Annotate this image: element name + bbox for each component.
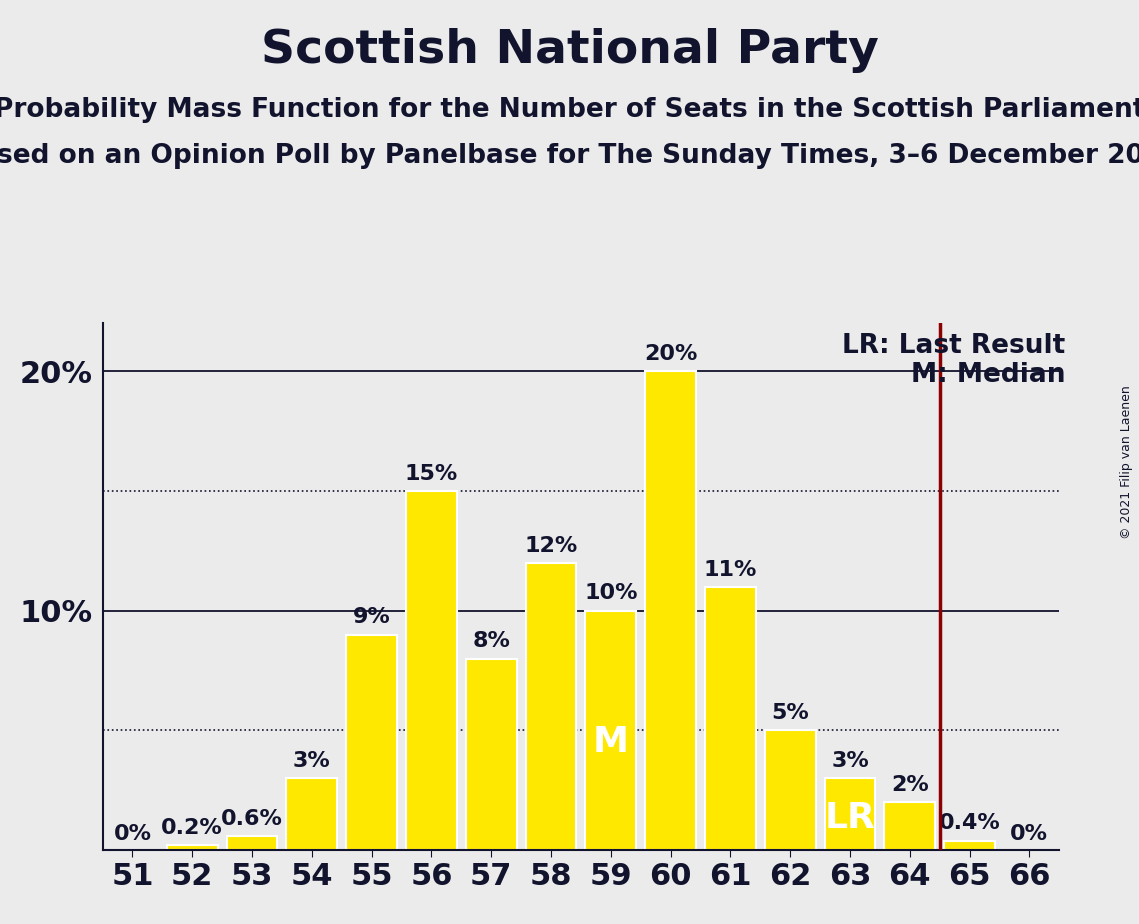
Text: 0%: 0% <box>1010 824 1048 845</box>
Text: Based on an Opinion Poll by Panelbase for The Sunday Times, 3–6 December 2019: Based on an Opinion Poll by Panelbase fo… <box>0 143 1139 169</box>
Text: 0%: 0% <box>114 824 151 845</box>
Text: 0.2%: 0.2% <box>162 818 223 838</box>
Text: 3%: 3% <box>831 751 869 771</box>
Bar <box>525 563 576 850</box>
Text: © 2021 Filip van Laenen: © 2021 Filip van Laenen <box>1121 385 1133 539</box>
Text: 2%: 2% <box>891 775 928 795</box>
Bar <box>466 659 517 850</box>
Bar <box>227 835 278 850</box>
Text: 10%: 10% <box>584 583 638 603</box>
Bar <box>764 730 816 850</box>
Bar <box>825 778 876 850</box>
Text: 5%: 5% <box>771 703 809 723</box>
Bar <box>944 841 995 850</box>
Text: 15%: 15% <box>404 464 458 484</box>
Text: 12%: 12% <box>524 536 577 555</box>
Text: M: Median: M: Median <box>911 361 1065 388</box>
Text: LR: Last Result: LR: Last Result <box>842 333 1065 359</box>
Bar <box>645 371 696 850</box>
Text: 11%: 11% <box>704 560 757 579</box>
Text: 0.4%: 0.4% <box>939 813 1000 833</box>
Text: Scottish National Party: Scottish National Party <box>261 28 878 73</box>
Text: Probability Mass Function for the Number of Seats in the Scottish Parliament: Probability Mass Function for the Number… <box>0 97 1139 123</box>
Bar <box>286 778 337 850</box>
Text: 9%: 9% <box>353 607 391 627</box>
Bar <box>166 845 218 850</box>
Text: 3%: 3% <box>293 751 330 771</box>
Text: 20%: 20% <box>644 344 697 364</box>
Text: M: M <box>592 725 629 760</box>
Bar <box>884 802 935 850</box>
Text: LR: LR <box>825 801 876 834</box>
Bar <box>585 611 637 850</box>
Bar <box>405 491 457 850</box>
Text: 8%: 8% <box>473 631 510 651</box>
Bar <box>705 587 756 850</box>
Bar <box>346 635 398 850</box>
Text: 0.6%: 0.6% <box>221 808 282 829</box>
